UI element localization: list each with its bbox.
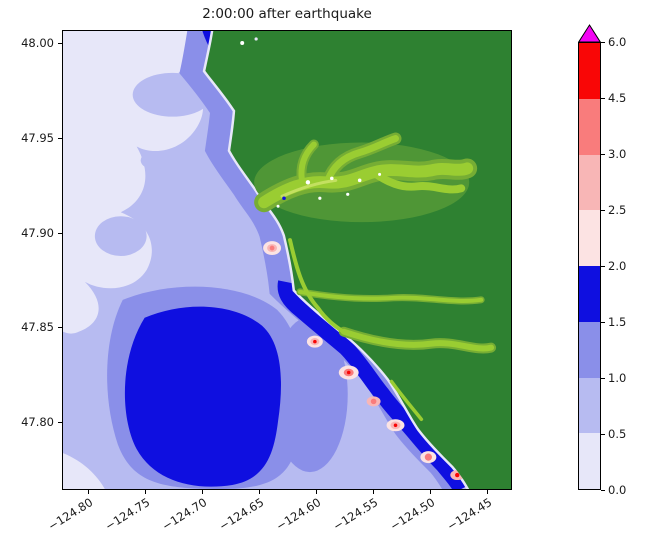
- colorbar-band-2.0-2.5: [579, 210, 600, 266]
- colorbar-tick-mark: [601, 98, 605, 99]
- x-tick-label: −124.80: [45, 495, 96, 534]
- colorbar-tick-label: 2.5: [608, 203, 627, 217]
- x-tick-mark: [88, 490, 89, 494]
- colorbar-band-4.5-6.0: [579, 43, 600, 99]
- plot-title: 2:00:00 after earthquake: [202, 6, 372, 22]
- colorbar-tick-mark: [601, 490, 605, 491]
- x-tick-mark: [316, 490, 317, 494]
- x-tick-label: −124.55: [330, 495, 381, 534]
- colorbar-band-1.0-1.5: [579, 321, 600, 378]
- estuary-specks: [240, 37, 382, 208]
- river-valley: [254, 132, 497, 422]
- colorbar: [578, 42, 601, 490]
- colorbar-tick-label: 3.0: [608, 147, 627, 161]
- y-tick-label: 47.85: [21, 320, 54, 334]
- x-tick-label: −124.60: [273, 495, 324, 534]
- y-tick-label: 47.95: [21, 131, 54, 145]
- colorbar-tick-mark: [601, 434, 605, 435]
- colorbar-band-1.5-2.0: [579, 266, 600, 322]
- x-tick-label: −124.65: [216, 495, 267, 534]
- y-tick-label: 47.80: [21, 415, 54, 429]
- colorbar-tick-mark: [601, 266, 605, 267]
- y-tick-mark: [58, 422, 62, 423]
- y-tick-mark: [58, 43, 62, 44]
- y-tick-label: 47.90: [21, 226, 54, 240]
- land-mass: [205, 31, 511, 489]
- x-tick-mark: [145, 490, 146, 494]
- colorbar-tick-label: 1.0: [608, 371, 627, 385]
- colorbar-tick-mark: [601, 378, 605, 379]
- colorbar-band-2.5-3.0: [579, 154, 600, 211]
- x-tick-label: −124.75: [102, 495, 153, 534]
- colorbar-tick-mark: [601, 154, 605, 155]
- colorbar-band-0.5-1.0: [579, 377, 600, 434]
- x-tick-mark: [487, 490, 488, 494]
- map-canvas: [63, 31, 511, 489]
- x-tick-mark: [259, 490, 260, 494]
- map-plot-area: [62, 30, 512, 490]
- x-tick-mark: [202, 490, 203, 494]
- colorbar-tick-mark: [601, 210, 605, 211]
- colorbar-tick-mark: [601, 42, 605, 43]
- colorbar-tick-label: 2.0: [608, 259, 627, 273]
- colorbar-tick-mark: [601, 322, 605, 323]
- x-tick-label: −124.50: [387, 495, 438, 534]
- y-tick-mark: [58, 138, 62, 139]
- x-tick-label: −124.45: [444, 495, 495, 534]
- x-tick-label: −124.70: [159, 495, 210, 534]
- y-tick-mark: [58, 327, 62, 328]
- y-tick-label: 48.00: [21, 36, 54, 50]
- x-tick-mark: [373, 490, 374, 494]
- colorbar-tick-label: 1.5: [608, 315, 627, 329]
- colorbar-tick-label: 0.0: [608, 483, 627, 497]
- x-tick-mark: [430, 490, 431, 494]
- colorbar-over-triangle: [578, 24, 601, 43]
- colorbar-band-3.0-4.5: [579, 98, 600, 155]
- colorbar-tick-label: 4.5: [608, 91, 627, 105]
- colorbar-band-0.0-0.5: [579, 433, 600, 489]
- colorbar-tick-label: 6.0: [608, 35, 627, 49]
- colorbar-tick-label: 0.5: [608, 427, 627, 441]
- y-tick-mark: [58, 233, 62, 234]
